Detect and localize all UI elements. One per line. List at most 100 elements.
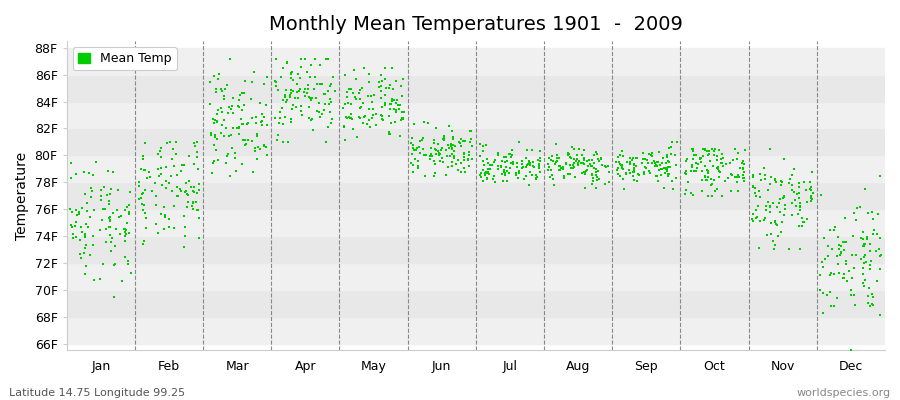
Point <box>118 254 132 260</box>
Point <box>432 152 446 158</box>
Point <box>636 156 651 162</box>
Point <box>118 226 132 233</box>
Point <box>445 162 459 169</box>
Point <box>364 99 379 105</box>
Point <box>284 87 299 94</box>
Point <box>858 185 872 192</box>
Point <box>416 135 430 141</box>
Point <box>113 231 128 237</box>
Point <box>705 192 719 199</box>
Point <box>620 159 634 165</box>
Point <box>731 150 745 156</box>
Point <box>681 179 696 186</box>
Point <box>616 165 630 171</box>
Point <box>796 219 811 225</box>
Point <box>541 161 555 167</box>
Point <box>757 165 771 171</box>
Point <box>688 168 703 174</box>
Point <box>732 188 746 194</box>
Point <box>804 187 818 193</box>
Point <box>616 166 630 172</box>
Point <box>757 217 771 224</box>
Point <box>372 84 386 91</box>
Point <box>858 252 872 258</box>
Point <box>393 102 408 108</box>
Point <box>488 157 502 164</box>
Point <box>609 158 624 165</box>
Point <box>813 287 827 293</box>
Point <box>767 246 781 253</box>
Point <box>694 159 708 166</box>
Point <box>706 163 720 170</box>
Point <box>552 163 566 169</box>
Bar <box>67 209 885 236</box>
Point <box>260 152 274 158</box>
Point <box>520 147 535 154</box>
Point <box>759 206 773 213</box>
Point <box>587 165 601 172</box>
Point <box>63 206 77 212</box>
Point <box>424 151 438 157</box>
Point <box>177 213 192 219</box>
Point <box>698 173 712 180</box>
Point <box>693 156 707 162</box>
Point <box>706 148 721 154</box>
Point <box>339 94 354 100</box>
Point <box>136 189 150 196</box>
Point <box>463 139 477 146</box>
Point <box>138 166 152 173</box>
Point <box>580 167 594 174</box>
Point <box>355 104 369 110</box>
Point <box>94 217 109 224</box>
Point <box>407 147 421 153</box>
Point <box>481 166 495 172</box>
Point <box>803 179 817 185</box>
Point <box>714 160 728 166</box>
Point <box>151 230 166 236</box>
Point <box>217 117 231 123</box>
Point <box>544 157 558 163</box>
Point <box>532 162 546 169</box>
Point <box>575 170 590 177</box>
Point <box>455 138 470 144</box>
Point <box>844 274 859 281</box>
Point <box>159 178 174 184</box>
Point <box>345 116 359 122</box>
Point <box>728 174 742 180</box>
Point <box>775 179 789 186</box>
Point <box>341 100 356 106</box>
Point <box>158 226 172 232</box>
Point <box>873 172 887 179</box>
Point <box>66 235 80 242</box>
Point <box>553 163 567 170</box>
Point <box>837 271 851 277</box>
Point <box>278 94 293 100</box>
Point <box>268 115 283 122</box>
Point <box>661 170 675 177</box>
Point <box>342 114 356 120</box>
Point <box>235 161 249 168</box>
Point <box>785 200 799 206</box>
Point <box>746 172 760 178</box>
Point <box>866 231 880 238</box>
Point <box>484 162 499 169</box>
Point <box>279 99 293 106</box>
Point <box>382 85 396 91</box>
Point <box>523 169 537 176</box>
Point <box>869 278 884 284</box>
Point <box>442 145 456 151</box>
Point <box>131 196 146 202</box>
Point <box>503 151 517 158</box>
Point <box>485 176 500 182</box>
Point <box>702 148 716 154</box>
Point <box>84 194 98 200</box>
Point <box>352 114 366 120</box>
Point <box>154 145 168 152</box>
Point <box>679 170 693 176</box>
Point <box>418 151 433 158</box>
Point <box>209 147 223 154</box>
Point <box>477 162 491 168</box>
Point <box>818 256 832 262</box>
Point <box>386 85 400 92</box>
Point <box>595 162 609 168</box>
